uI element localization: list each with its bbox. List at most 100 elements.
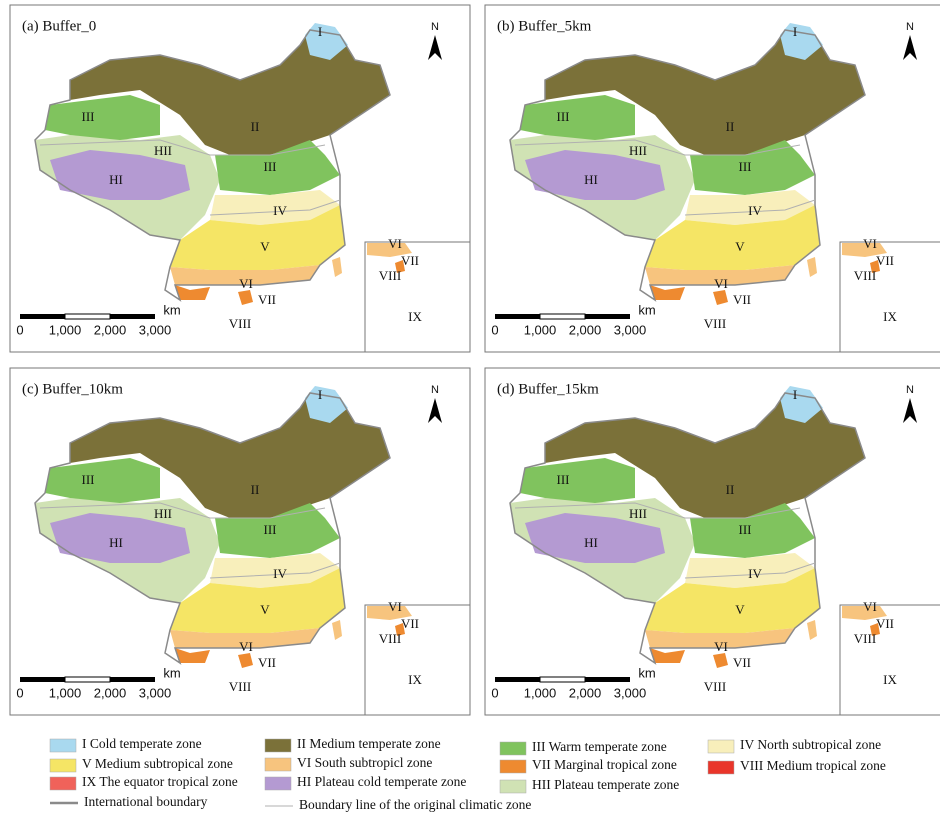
inset-label: VI: [863, 236, 877, 251]
inset-label: VIII: [379, 631, 401, 646]
legend-swatch: [265, 777, 291, 790]
zone-label: HII: [629, 143, 647, 158]
zone-label: VI: [714, 276, 728, 291]
north-label: N: [906, 21, 914, 33]
zone-label: III: [264, 522, 277, 537]
panel-title: (b) Buffer_5km: [497, 18, 592, 34]
zone-label: HII: [154, 143, 172, 158]
zone-label: IV: [273, 566, 287, 581]
zone-label: III: [264, 159, 277, 174]
scale-unit: km: [163, 302, 180, 317]
legend-label: Boundary line of the original climatic z…: [299, 797, 531, 812]
legend-swatch: [50, 739, 76, 752]
zone-label: IV: [273, 203, 287, 218]
inset-label: VI: [388, 599, 402, 614]
inset-label: VII: [876, 616, 894, 631]
legend-label: International boundary: [84, 794, 208, 809]
scale-bar: [585, 314, 630, 319]
zone-label: V: [735, 239, 745, 254]
scale-label: 3,000: [139, 322, 172, 337]
zone-label: HI: [109, 535, 123, 550]
zone-label: VIII: [704, 679, 726, 694]
legend-label: VII Marginal tropical zone: [532, 757, 677, 772]
zone-label: II: [726, 119, 735, 134]
scale-bar: [110, 314, 155, 319]
zone-label: V: [260, 602, 270, 617]
zone-label: V: [735, 602, 745, 617]
inset-label: IX: [883, 672, 897, 687]
inset-label: IX: [408, 672, 422, 687]
panel-title: (a) Buffer_0: [22, 18, 96, 34]
legend-label: V Medium subtropical zone: [82, 756, 233, 771]
zone-label: II: [251, 482, 260, 497]
zone-label: I: [793, 24, 797, 39]
scale-unit: km: [163, 665, 180, 680]
zone-label: VIII: [229, 316, 251, 331]
zone-label: III: [557, 109, 570, 124]
scale-label: 1,000: [49, 685, 82, 700]
inset-label: VII: [401, 616, 419, 631]
legend-label: II Medium temperate zone: [297, 736, 441, 751]
legend-swatch: [708, 761, 734, 774]
scale-label: 2,000: [94, 322, 127, 337]
north-label: N: [906, 384, 914, 396]
legend-swatch: [500, 760, 526, 773]
zone-label: HI: [109, 172, 123, 187]
legend-swatch: [50, 759, 76, 772]
legend-swatch: [500, 780, 526, 793]
zone-label: V: [260, 239, 270, 254]
inset-label: VII: [401, 253, 419, 268]
scale-bar: [540, 314, 585, 319]
zone-label: II: [251, 119, 260, 134]
scale-bar: [65, 314, 110, 319]
scale-bar: [65, 677, 110, 682]
inset-label: IX: [408, 309, 422, 324]
scale-bar: [20, 677, 65, 682]
scale-label: 1,000: [49, 322, 82, 337]
scale-label: 2,000: [94, 685, 127, 700]
scale-unit: km: [638, 302, 655, 317]
scale-label: 2,000: [569, 322, 602, 337]
legend-label: III Warm temperate zone: [532, 739, 667, 754]
zone-label: VI: [714, 639, 728, 654]
legend-swatch: [265, 758, 291, 771]
panel-title: (d) Buffer_15km: [497, 381, 599, 397]
zone-label: I: [318, 24, 322, 39]
legend-label: VI South subtropicl zone: [297, 755, 432, 770]
scale-label: 0: [491, 322, 498, 337]
zone-label: HII: [154, 506, 172, 521]
scale-label: 3,000: [139, 685, 172, 700]
scale-label: 0: [16, 685, 23, 700]
zone-label: HI: [584, 535, 598, 550]
legend-swatch: [265, 739, 291, 752]
legend-label: HII Plateau temperate zone: [532, 777, 679, 792]
zone-label: III: [557, 472, 570, 487]
zone-label: I: [793, 387, 797, 402]
scale-bar: [110, 677, 155, 682]
legend-swatch: [500, 742, 526, 755]
zone-label: VIII: [229, 679, 251, 694]
north-label: N: [431, 21, 439, 33]
legend-swatch: [708, 740, 734, 753]
zone-label: VI: [239, 276, 253, 291]
zone-label: III: [739, 159, 752, 174]
scale-label: 3,000: [614, 685, 647, 700]
scale-unit: km: [638, 665, 655, 680]
zone-label: VI: [239, 639, 253, 654]
legend-label: VIII Medium tropical zone: [740, 758, 886, 773]
scale-bar: [540, 677, 585, 682]
zone-label: III: [82, 109, 95, 124]
legend-label: HI Plateau cold temperate zone: [297, 774, 466, 789]
scale-label: 0: [16, 322, 23, 337]
scale-bar: [585, 677, 630, 682]
legend-label: IV North subtropical zone: [740, 737, 881, 752]
figure: (a) Buffer_0IIIIIIIIIHIIHIIVVVIVIIVIIIVI…: [0, 0, 940, 817]
zone-label: VII: [258, 655, 276, 670]
scale-label: 2,000: [569, 685, 602, 700]
legend-label: IX The equator tropical zone: [82, 774, 238, 789]
zone-label: VII: [733, 655, 751, 670]
inset-label: IX: [883, 309, 897, 324]
inset-label: VII: [876, 253, 894, 268]
